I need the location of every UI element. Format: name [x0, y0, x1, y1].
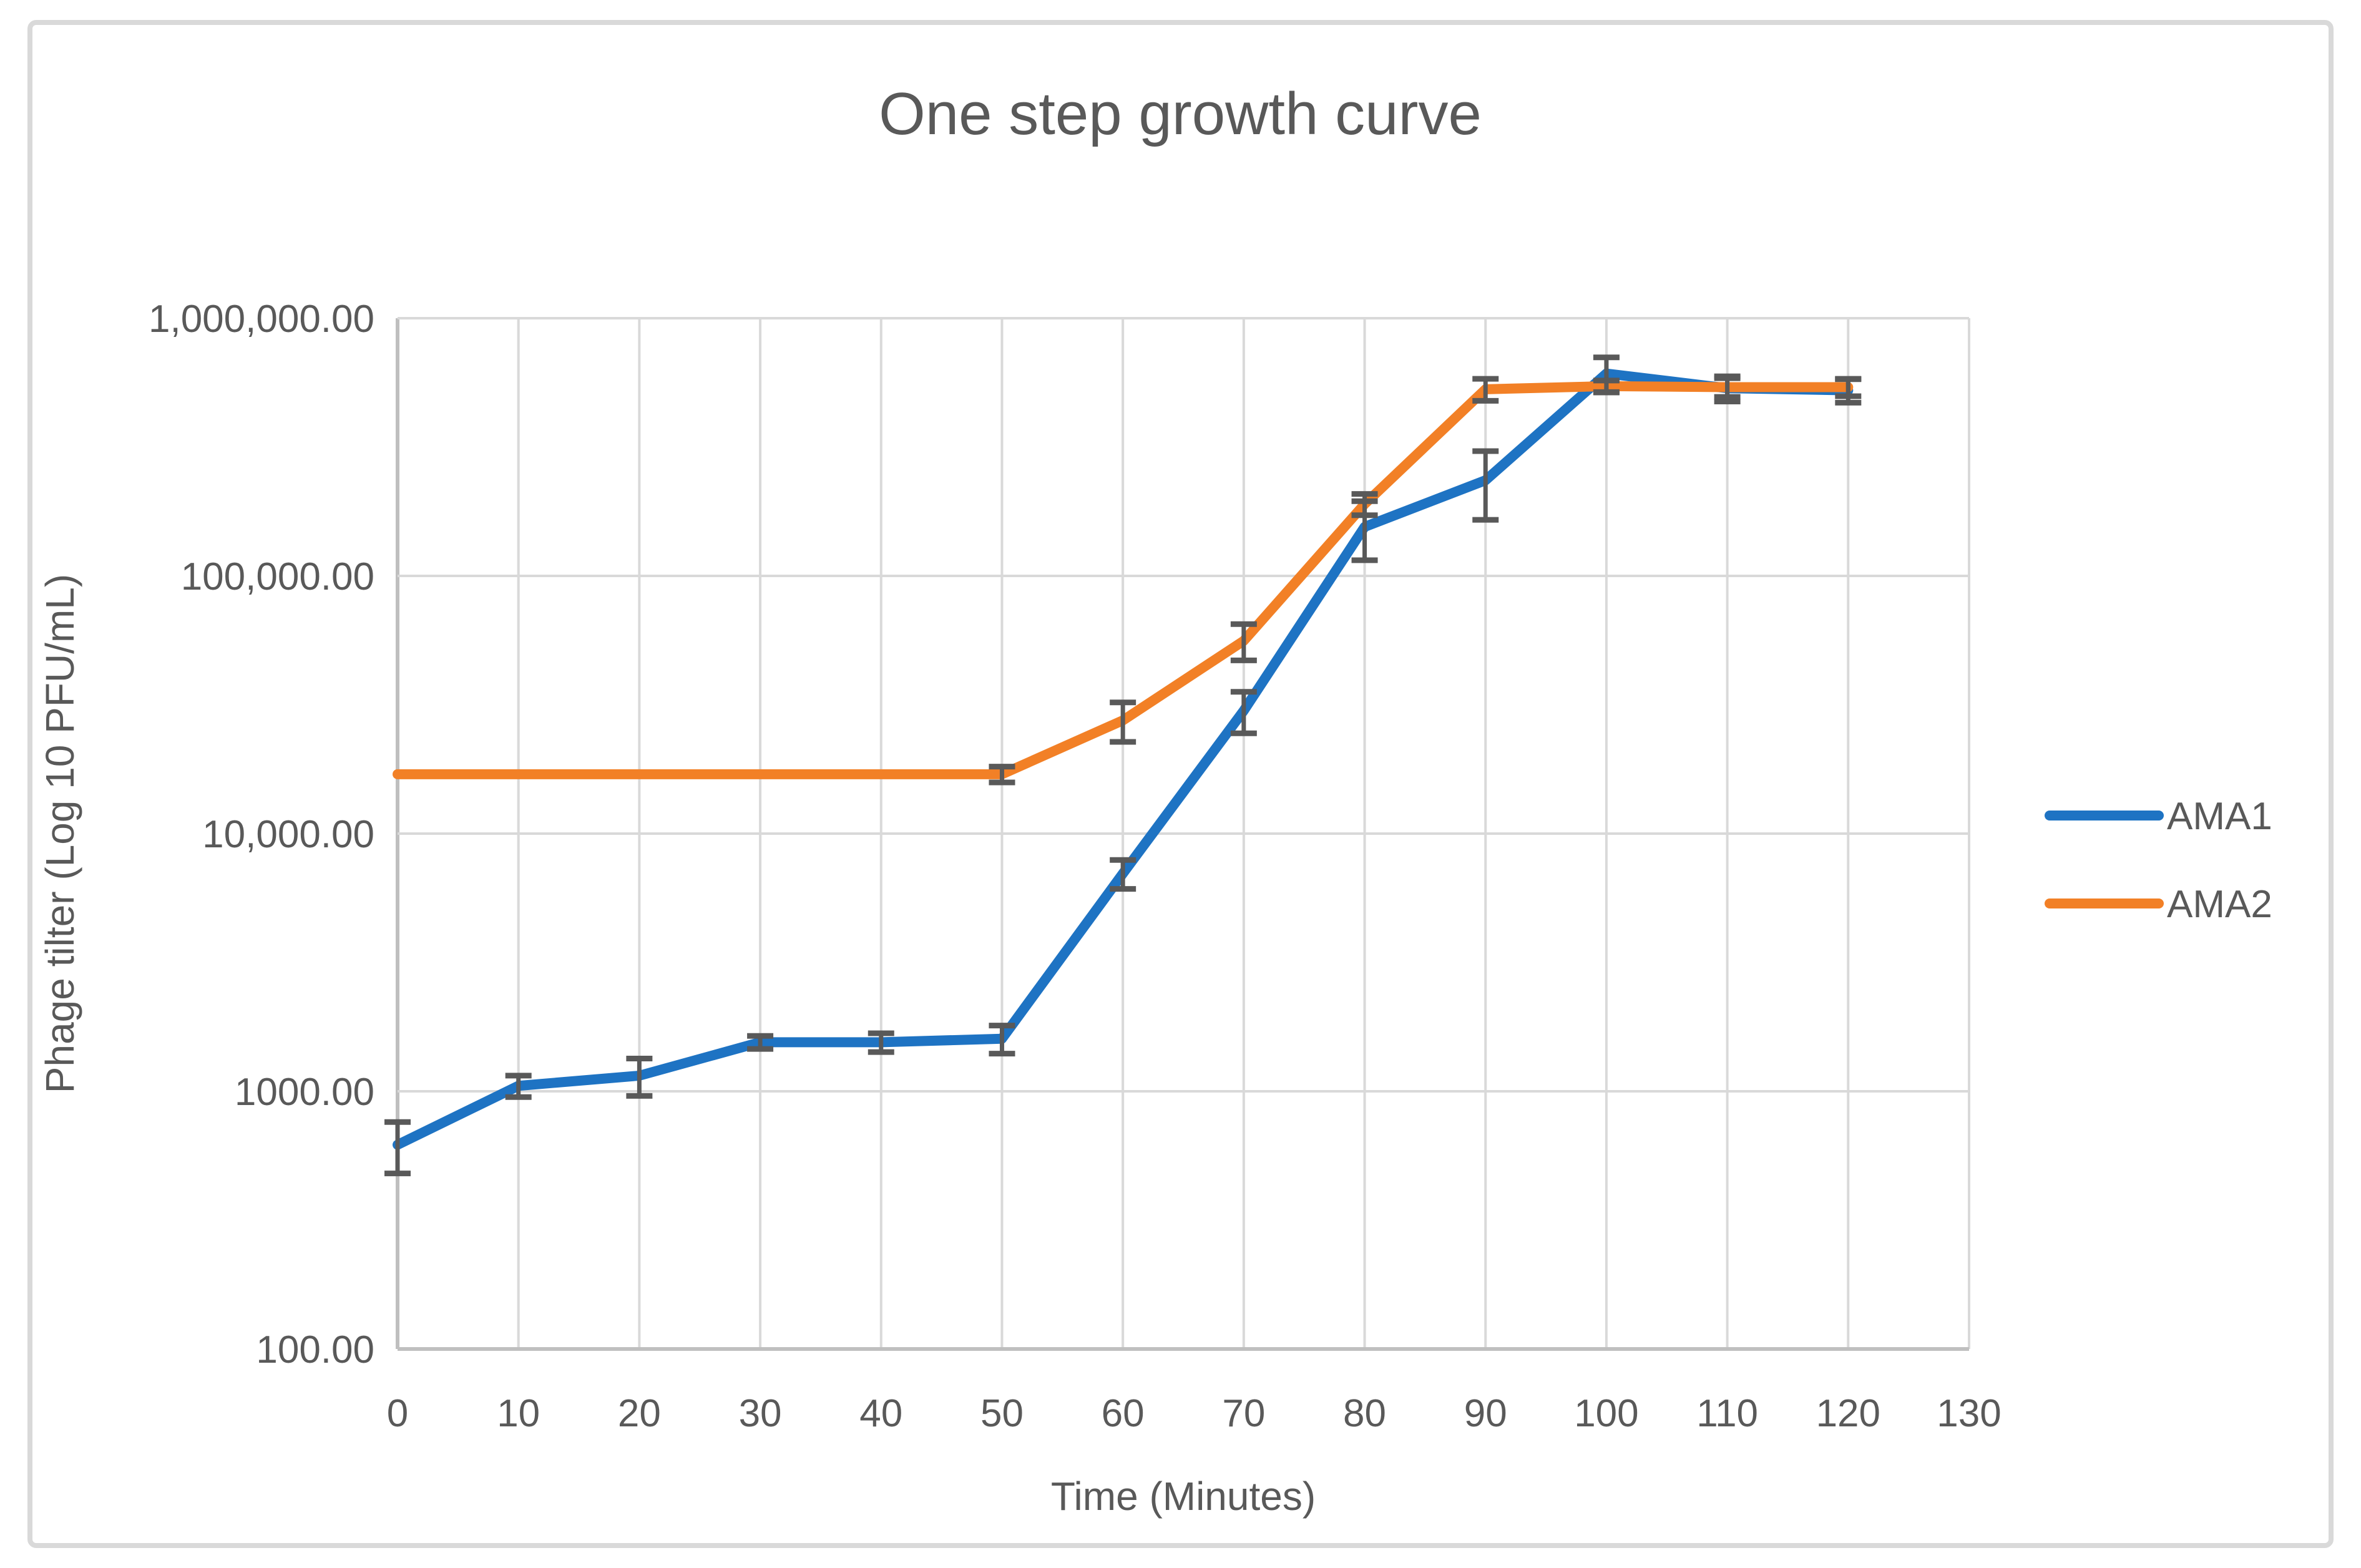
error-bar-ama2-t110 — [1714, 375, 1741, 400]
ama1-legend-label: AMA1 — [2167, 795, 2272, 838]
chart-title: One step growth curve — [879, 80, 1482, 147]
x-axis-title: Time (Minutes) — [1051, 1474, 1316, 1519]
error-bar-ama2-t70 — [1230, 621, 1257, 663]
error-bars — [384, 354, 1862, 1177]
error-bar-ama2-t80 — [1351, 491, 1378, 519]
legend-item-ama2: AMA2 — [2045, 883, 2272, 926]
ama2-legend-label: AMA2 — [2167, 883, 2272, 926]
error-bar-ama1-t10 — [505, 1073, 532, 1100]
error-bar-ama1-t70 — [1230, 689, 1257, 736]
legend-item-ama1: AMA1 — [2045, 795, 2272, 838]
error-bar-ama1-t0 — [384, 1119, 411, 1177]
x-tick-label-50: 50 — [980, 1392, 1024, 1435]
x-tick-label-80: 80 — [1343, 1392, 1386, 1435]
error-bar-ama1-t40 — [868, 1030, 894, 1055]
legend: AMA1 AMA2 — [2045, 795, 2272, 926]
y-tick-label-100000: 100,000.00 — [181, 555, 374, 598]
x-tick-label-70: 70 — [1222, 1392, 1265, 1435]
error-bar-ama1-t30 — [747, 1033, 774, 1052]
x-tick-label-100: 100 — [1574, 1392, 1638, 1435]
axis-tick-labels: 0 10 20 30 40 50 60 70 80 90 100 110 120 130 100.00 100… — [149, 298, 2002, 1435]
x-tick-label-60: 60 — [1102, 1392, 1145, 1435]
error-bar-ama2-t100 — [1593, 377, 1620, 395]
error-bar-ama2-t50 — [989, 764, 1015, 786]
error-bar-ama1-t90 — [1472, 448, 1499, 523]
figure-border — [27, 20, 2334, 1548]
x-tick-label-0: 0 — [387, 1392, 408, 1435]
x-tick-label-40: 40 — [859, 1392, 902, 1435]
x-tick-label-10: 10 — [497, 1392, 540, 1435]
x-tick-label-90: 90 — [1464, 1392, 1507, 1435]
x-tick-label-20: 20 — [618, 1392, 661, 1435]
error-bar-ama2-t90 — [1472, 376, 1499, 404]
y-tick-label-100: 100.00 — [256, 1328, 374, 1371]
error-bar-ama1-t20 — [626, 1056, 653, 1099]
y-axis-title: Phage tilter (Log 10 PFU/mL) — [37, 574, 82, 1093]
gridlines — [396, 317, 1970, 1351]
error-bar-ama1-t50 — [989, 1023, 1015, 1057]
y-tick-label-10000: 10,000.00 — [202, 813, 374, 856]
x-tick-label-120: 120 — [1816, 1392, 1880, 1435]
y-tick-label-1000000: 1,000,000.00 — [149, 298, 374, 341]
error-bar-ama2-t120 — [1835, 376, 1862, 399]
y-tick-label-1000: 1000.00 — [235, 1071, 374, 1114]
error-bar-ama1-t60 — [1110, 857, 1137, 892]
error-bar-ama2-t60 — [1110, 699, 1137, 745]
x-tick-label-30: 30 — [739, 1392, 782, 1435]
x-tick-label-130: 130 — [1937, 1392, 2001, 1435]
x-tick-label-110: 110 — [1696, 1392, 1758, 1435]
